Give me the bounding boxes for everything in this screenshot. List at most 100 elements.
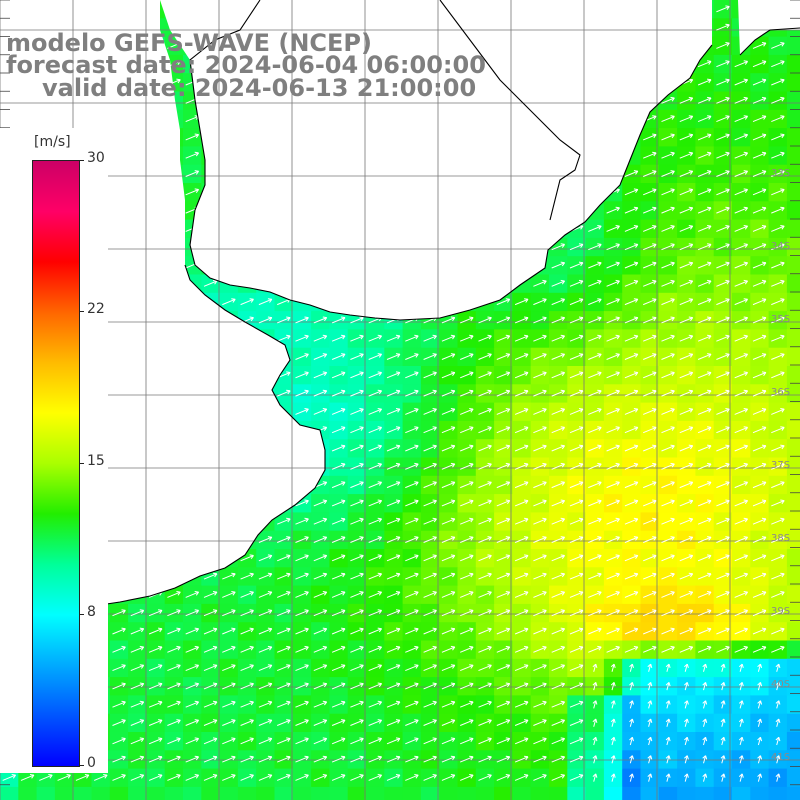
wind-speed-cell <box>786 512 800 532</box>
wind-arrow <box>752 151 767 159</box>
wind-arrow <box>697 298 712 306</box>
wind-speed-cell <box>786 713 800 733</box>
wind-arrow <box>679 298 694 306</box>
wind-speed-cell <box>786 475 800 495</box>
latitude-label: 34S <box>771 241 790 252</box>
wind-speed-cell <box>329 786 349 800</box>
wind-arrow <box>606 279 620 287</box>
wind-speed-cell <box>457 786 477 800</box>
wind-speed-cell <box>109 786 129 800</box>
wind-arrow <box>752 206 767 214</box>
colorbar-tick <box>79 160 84 161</box>
wind-speed-cell <box>311 786 330 800</box>
wind-arrow <box>697 261 712 269</box>
wind-arrow <box>185 170 200 177</box>
wind-arrow <box>752 243 767 251</box>
colorbar-unit-label: [m/s] <box>34 134 71 150</box>
wind-speed-cell <box>786 768 800 788</box>
colorbar-tick-label: 15 <box>87 452 105 469</box>
wind-arrow <box>734 206 749 214</box>
wind-arrow <box>679 151 694 159</box>
wind-arrow <box>185 261 200 269</box>
latitude-label: 33S <box>771 168 790 179</box>
wind-arrow <box>716 188 730 196</box>
wind-arrow <box>752 316 767 324</box>
wind-arrow <box>679 188 694 196</box>
wind-arrow <box>734 60 749 68</box>
wind-arrow <box>716 206 730 214</box>
wind-arrow <box>661 170 675 177</box>
colorbar-tick <box>79 765 84 766</box>
wind-speed-cell <box>786 384 800 404</box>
wind-arrow <box>185 188 200 196</box>
wind-arrow <box>606 298 620 306</box>
wind-arrow <box>624 188 639 196</box>
wind-arrow <box>716 316 730 324</box>
wind-arrow <box>734 96 749 104</box>
wind-arrow <box>771 78 785 86</box>
wind-arrow <box>679 206 694 214</box>
wind-speed-cell <box>786 457 800 477</box>
wind-speed-cell <box>585 786 605 800</box>
wind-speed-cell <box>347 786 367 800</box>
wind-arrow <box>569 298 584 306</box>
wind-speed-cell <box>164 786 184 800</box>
wind-speed-cell <box>549 786 568 800</box>
wind-speed-cell <box>786 274 800 294</box>
wind-arrow <box>569 316 584 324</box>
wind-arrow <box>350 316 364 324</box>
wind-speed-cell <box>402 786 422 800</box>
wind-speed-cell <box>786 109 800 129</box>
wind-arrow <box>734 170 749 177</box>
wind-arrow <box>716 42 730 49</box>
wind-speed-cell <box>73 786 93 800</box>
wind-arrow <box>514 316 529 324</box>
wind-arrow <box>679 261 694 269</box>
wind-speed-cell <box>366 786 385 800</box>
wind-speed-cell <box>677 786 696 800</box>
wind-arrow <box>697 279 712 287</box>
wind-arrow <box>624 298 639 306</box>
wind-arrow <box>697 96 712 104</box>
wind-arrow <box>624 206 639 214</box>
wind-arrow <box>258 316 273 324</box>
colorbar-tick-label: 30 <box>87 150 105 166</box>
wind-speed-cell <box>292 786 312 800</box>
wind-speed-cell <box>786 439 800 459</box>
colorbar-tick-label: 0 <box>87 755 96 771</box>
wind-arrow <box>752 298 767 306</box>
wind-arrow <box>185 206 200 214</box>
wind-speed-cell <box>786 347 800 367</box>
wind-arrow <box>569 243 584 251</box>
wind-arrow <box>771 96 785 104</box>
wind-arrow <box>697 115 712 123</box>
wind-arrow <box>679 96 694 104</box>
wind-speed-cell <box>786 658 800 678</box>
wind-arrow <box>661 115 675 123</box>
wind-arrow <box>734 243 749 251</box>
wind-arrow <box>643 170 657 177</box>
colorbar-tick-label: 22 <box>87 301 105 318</box>
wind-speed-cell <box>786 164 800 184</box>
wind-arrow <box>277 316 291 324</box>
wind-speed-cell <box>530 786 550 800</box>
wind-arrow <box>167 42 181 49</box>
wind-speed-cell <box>786 640 800 660</box>
wind-speed-cell <box>786 732 800 751</box>
wind-speed-cell <box>786 219 800 239</box>
wind-arrow <box>643 298 657 306</box>
wind-speed-cell <box>786 366 800 385</box>
wind-arrow <box>624 261 639 269</box>
wind-speed-cell <box>658 786 678 800</box>
wind-arrow <box>734 188 749 196</box>
wind-arrow <box>679 279 694 287</box>
wind-arrow <box>716 5 730 13</box>
wind-arrow <box>771 206 785 214</box>
wind-arrow <box>716 96 730 104</box>
wind-arrow <box>752 115 767 123</box>
wind-arrow <box>716 133 730 141</box>
wind-speed-cell <box>494 786 513 800</box>
wind-speed-cell <box>786 695 800 715</box>
